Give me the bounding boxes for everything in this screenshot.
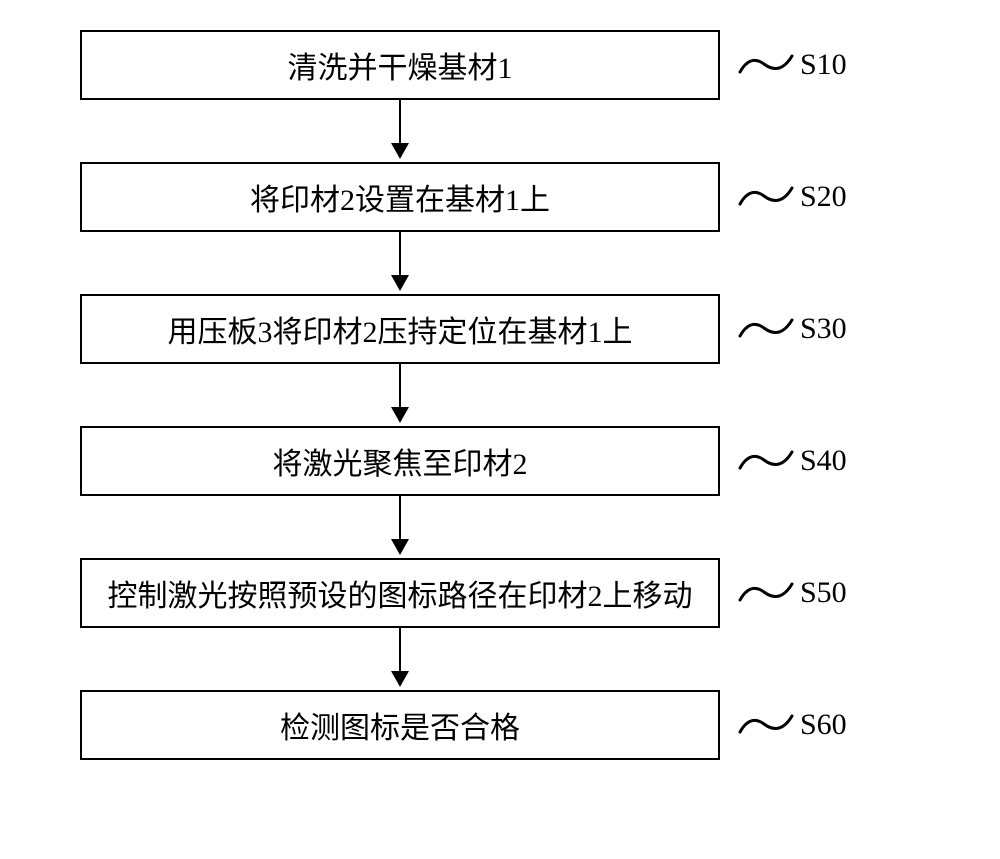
arrow-line: [399, 628, 401, 672]
flow-arrow: [80, 628, 720, 690]
arrow-head-icon: [391, 539, 409, 555]
flow-step: 用压板3将印材2压持定位在基材1上 S30: [80, 294, 920, 364]
arrow-head-icon: [391, 407, 409, 423]
step-text: 控制激光按照预设的图标路径在印材2上移动: [108, 571, 693, 615]
tilde-icon: [738, 50, 794, 80]
step-label-s20: S20: [738, 180, 847, 214]
step-label-s60: S60: [738, 708, 847, 742]
tilde-icon: [738, 710, 794, 740]
flow-arrow: [80, 364, 720, 426]
arrow-line: [399, 496, 401, 540]
step-id: S20: [800, 180, 847, 214]
step-id: S10: [800, 48, 847, 82]
tilde-icon: [738, 314, 794, 344]
process-flowchart: 清洗并干燥基材1 S10 将印材2设置在基材1上 S20 用压板3将印材2压持定…: [80, 30, 920, 760]
step-label-s30: S30: [738, 312, 847, 346]
flow-step: 将激光聚焦至印材2 S40: [80, 426, 920, 496]
step-id: S30: [800, 312, 847, 346]
step-box-s30: 用压板3将印材2压持定位在基材1上: [80, 294, 720, 364]
step-id: S60: [800, 708, 847, 742]
tilde-icon: [738, 182, 794, 212]
step-id: S40: [800, 444, 847, 478]
arrow-line: [399, 100, 401, 144]
flow-arrow: [80, 100, 720, 162]
step-box-s60: 检测图标是否合格: [80, 690, 720, 760]
step-box-s10: 清洗并干燥基材1: [80, 30, 720, 100]
arrow-head-icon: [391, 143, 409, 159]
flow-step: 控制激光按照预设的图标路径在印材2上移动 S50: [80, 558, 920, 628]
flow-step: 清洗并干燥基材1 S10: [80, 30, 920, 100]
step-id: S50: [800, 576, 847, 610]
step-label-s50: S50: [738, 576, 847, 610]
step-text: 清洗并干燥基材1: [288, 43, 513, 87]
arrow-head-icon: [391, 671, 409, 687]
arrow-line: [399, 232, 401, 276]
tilde-icon: [738, 578, 794, 608]
flow-arrow: [80, 232, 720, 294]
step-text: 将印材2设置在基材1上: [250, 175, 550, 219]
flow-step: 检测图标是否合格 S60: [80, 690, 920, 760]
step-text: 将激光聚焦至印材2: [273, 439, 528, 483]
flow-step: 将印材2设置在基材1上 S20: [80, 162, 920, 232]
step-box-s20: 将印材2设置在基材1上: [80, 162, 720, 232]
step-label-s40: S40: [738, 444, 847, 478]
step-label-s10: S10: [738, 48, 847, 82]
arrow-line: [399, 364, 401, 408]
arrow-head-icon: [391, 275, 409, 291]
step-text: 用压板3将印材2压持定位在基材1上: [168, 307, 633, 351]
step-box-s40: 将激光聚焦至印材2: [80, 426, 720, 496]
tilde-icon: [738, 446, 794, 476]
step-box-s50: 控制激光按照预设的图标路径在印材2上移动: [80, 558, 720, 628]
flow-arrow: [80, 496, 720, 558]
step-text: 检测图标是否合格: [280, 703, 520, 747]
